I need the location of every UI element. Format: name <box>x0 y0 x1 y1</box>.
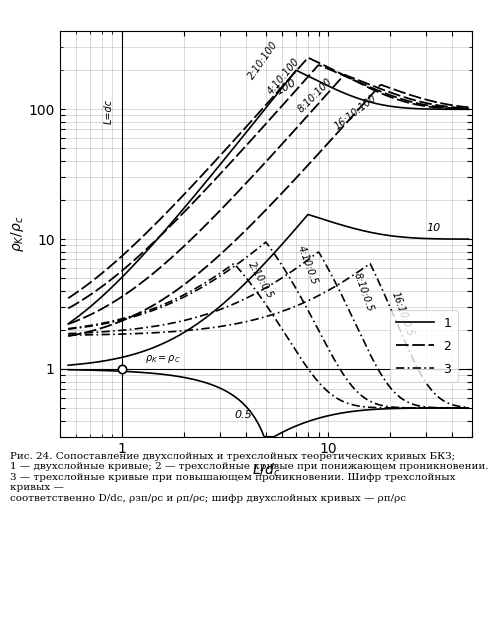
X-axis label: $L/d_c$: $L/d_c$ <box>251 461 280 479</box>
Text: 2:10:0.5: 2:10:0.5 <box>246 260 275 300</box>
Text: 100: 100 <box>274 77 298 97</box>
Text: L=dc: L=dc <box>104 99 114 124</box>
Text: $\rho_K=\rho_C$: $\rho_K=\rho_C$ <box>145 353 181 365</box>
Text: 2:10:100: 2:10:100 <box>246 40 279 82</box>
Text: 4:10:100: 4:10:100 <box>266 56 302 97</box>
Text: 16:10:100: 16:10:100 <box>332 92 378 132</box>
Text: 16:10:0.5: 16:10:0.5 <box>390 290 415 338</box>
Text: 4:10:0.5: 4:10:0.5 <box>296 245 320 286</box>
Text: 8:10:100: 8:10:100 <box>296 76 334 114</box>
Text: Рис. 24. Сопоставление двухслойных и трехслойных теоретических кривых БКЗ;
1 — д: Рис. 24. Сопоставление двухслойных и тре… <box>10 452 489 503</box>
Text: 10: 10 <box>426 223 441 233</box>
Y-axis label: $\rho_K/\rho_c$: $\rho_K/\rho_c$ <box>8 216 26 252</box>
Text: 8:10:0.5: 8:10:0.5 <box>351 271 375 313</box>
Text: 0.5: 0.5 <box>234 410 251 420</box>
Legend: 1, 2, 3: 1, 2, 3 <box>390 310 458 382</box>
